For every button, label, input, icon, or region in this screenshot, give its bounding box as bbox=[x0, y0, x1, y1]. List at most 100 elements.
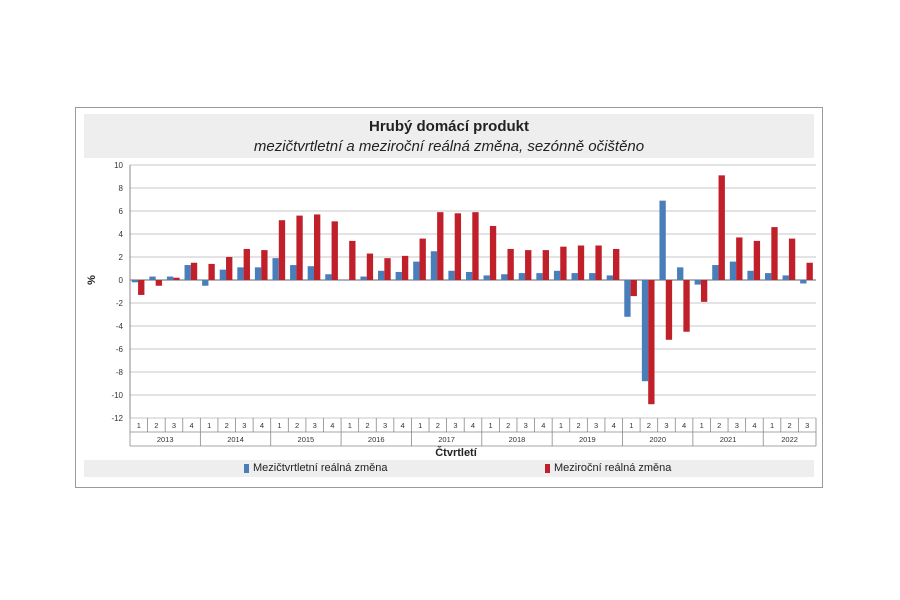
quarter-label: 4 bbox=[260, 421, 264, 430]
quarter-label: 1 bbox=[418, 421, 422, 430]
bar-yoy bbox=[349, 240, 356, 280]
legend-swatch-yoy bbox=[545, 463, 550, 473]
quarter-label: 1 bbox=[770, 421, 774, 430]
quarter-label: 1 bbox=[348, 421, 352, 430]
bar-yoy bbox=[700, 280, 708, 302]
bar-qoq bbox=[149, 276, 156, 280]
bar-qoq bbox=[764, 273, 772, 280]
bar-qoq bbox=[712, 265, 719, 280]
year-label: 2021 bbox=[720, 435, 737, 444]
quarter-label: 2 bbox=[225, 421, 229, 430]
legend-item-qoq: Mezičtvrtletní reálná změna bbox=[244, 462, 388, 474]
year-label: 2018 bbox=[509, 435, 526, 444]
year-label: 2015 bbox=[298, 435, 315, 444]
quarter-label: 4 bbox=[541, 421, 545, 430]
chart-subtitle: mezičtvrtletní a meziroční reálná změna,… bbox=[253, 138, 645, 155]
bar-qoq bbox=[536, 273, 543, 280]
year-label: 2016 bbox=[368, 435, 385, 444]
bar-yoy bbox=[419, 238, 426, 280]
bar-qoq bbox=[747, 270, 754, 280]
quarter-label: 4 bbox=[612, 421, 616, 430]
year-label: 2019 bbox=[579, 435, 596, 444]
bar-qoq bbox=[782, 275, 789, 280]
year-label: 2013 bbox=[157, 435, 174, 444]
y-tick-label: -2 bbox=[116, 299, 124, 308]
bar-yoy bbox=[190, 262, 198, 280]
bar-yoy bbox=[437, 212, 444, 280]
bar-yoy bbox=[366, 253, 374, 280]
bar-qoq bbox=[430, 251, 438, 280]
quarter-label: 4 bbox=[471, 421, 475, 430]
bar-qoq bbox=[589, 273, 596, 280]
bar-qoq bbox=[360, 276, 367, 280]
bar-qoq bbox=[325, 274, 332, 280]
quarter-label: 1 bbox=[700, 421, 704, 430]
y-tick-label: -8 bbox=[116, 368, 124, 377]
y-axis-label: % bbox=[86, 275, 98, 285]
quarter-label: 2 bbox=[717, 421, 721, 430]
bar-qoq bbox=[254, 267, 262, 280]
bar-qoq bbox=[290, 265, 297, 280]
grid-lines bbox=[129, 164, 816, 419]
bars bbox=[131, 175, 813, 405]
bar-yoy bbox=[472, 212, 479, 280]
bar-qoq bbox=[202, 280, 209, 286]
bar-qoq bbox=[553, 270, 561, 280]
quarter-label: 4 bbox=[682, 421, 686, 430]
quarter-label: 3 bbox=[453, 421, 457, 430]
bar-yoy bbox=[771, 227, 778, 280]
bar-qoq bbox=[606, 275, 614, 280]
bar-qoq bbox=[307, 266, 314, 280]
bar-qoq bbox=[378, 270, 385, 280]
bar-qoq bbox=[729, 261, 737, 280]
quarter-label: 2 bbox=[647, 421, 651, 430]
quarter-label: 3 bbox=[313, 421, 317, 430]
quarter-label: 1 bbox=[559, 421, 563, 430]
bar-qoq bbox=[413, 261, 420, 280]
y-tick-label: 2 bbox=[119, 253, 124, 262]
bar-yoy bbox=[278, 220, 286, 280]
quarter-label: 1 bbox=[277, 421, 281, 430]
y-tick-label: -10 bbox=[111, 391, 123, 400]
bar-qoq bbox=[518, 273, 526, 280]
quarter-label: 1 bbox=[137, 421, 141, 430]
bar-yoy bbox=[384, 258, 391, 280]
bar-yoy bbox=[138, 280, 145, 295]
bar-yoy bbox=[806, 262, 813, 280]
bar-yoy bbox=[788, 238, 796, 280]
bar-qoq bbox=[219, 269, 227, 280]
quarter-label: 4 bbox=[189, 421, 193, 430]
bar-qoq bbox=[131, 280, 139, 283]
bar-qoq bbox=[659, 200, 666, 280]
legend-item-yoy: Meziroční reálná změna bbox=[545, 462, 671, 474]
bar-qoq bbox=[184, 265, 191, 280]
bar-yoy bbox=[613, 248, 620, 280]
quarter-label: 3 bbox=[172, 421, 176, 430]
bar-qoq bbox=[694, 280, 701, 285]
bar-yoy bbox=[243, 248, 250, 280]
bar-yoy bbox=[753, 240, 761, 280]
bar-yoy bbox=[155, 280, 163, 286]
bar-yoy bbox=[736, 237, 743, 280]
quarter-label: 3 bbox=[242, 421, 246, 430]
bar-yoy bbox=[595, 245, 602, 280]
legend-swatch-qoq bbox=[244, 463, 249, 473]
year-label: 2014 bbox=[227, 435, 244, 444]
quarter-label: 1 bbox=[207, 421, 211, 430]
year-label: 2020 bbox=[649, 435, 666, 444]
x-axis-label: Čtvrtletí bbox=[435, 446, 478, 458]
bar-qoq bbox=[641, 280, 649, 382]
quarter-label: 3 bbox=[805, 421, 809, 430]
y-tick-label: -6 bbox=[116, 345, 124, 354]
bar-yoy bbox=[648, 280, 655, 405]
bar-qoq bbox=[272, 258, 279, 280]
bar-qoq bbox=[395, 271, 402, 280]
bar-yoy bbox=[173, 277, 180, 280]
quarter-label: 3 bbox=[524, 421, 528, 430]
bar-yoy bbox=[296, 215, 303, 280]
bar-yoy bbox=[489, 225, 497, 280]
year-label: 2022 bbox=[781, 435, 798, 444]
bar-qoq bbox=[571, 273, 578, 280]
quarter-label: 3 bbox=[735, 421, 739, 430]
bar-qoq bbox=[448, 270, 455, 280]
